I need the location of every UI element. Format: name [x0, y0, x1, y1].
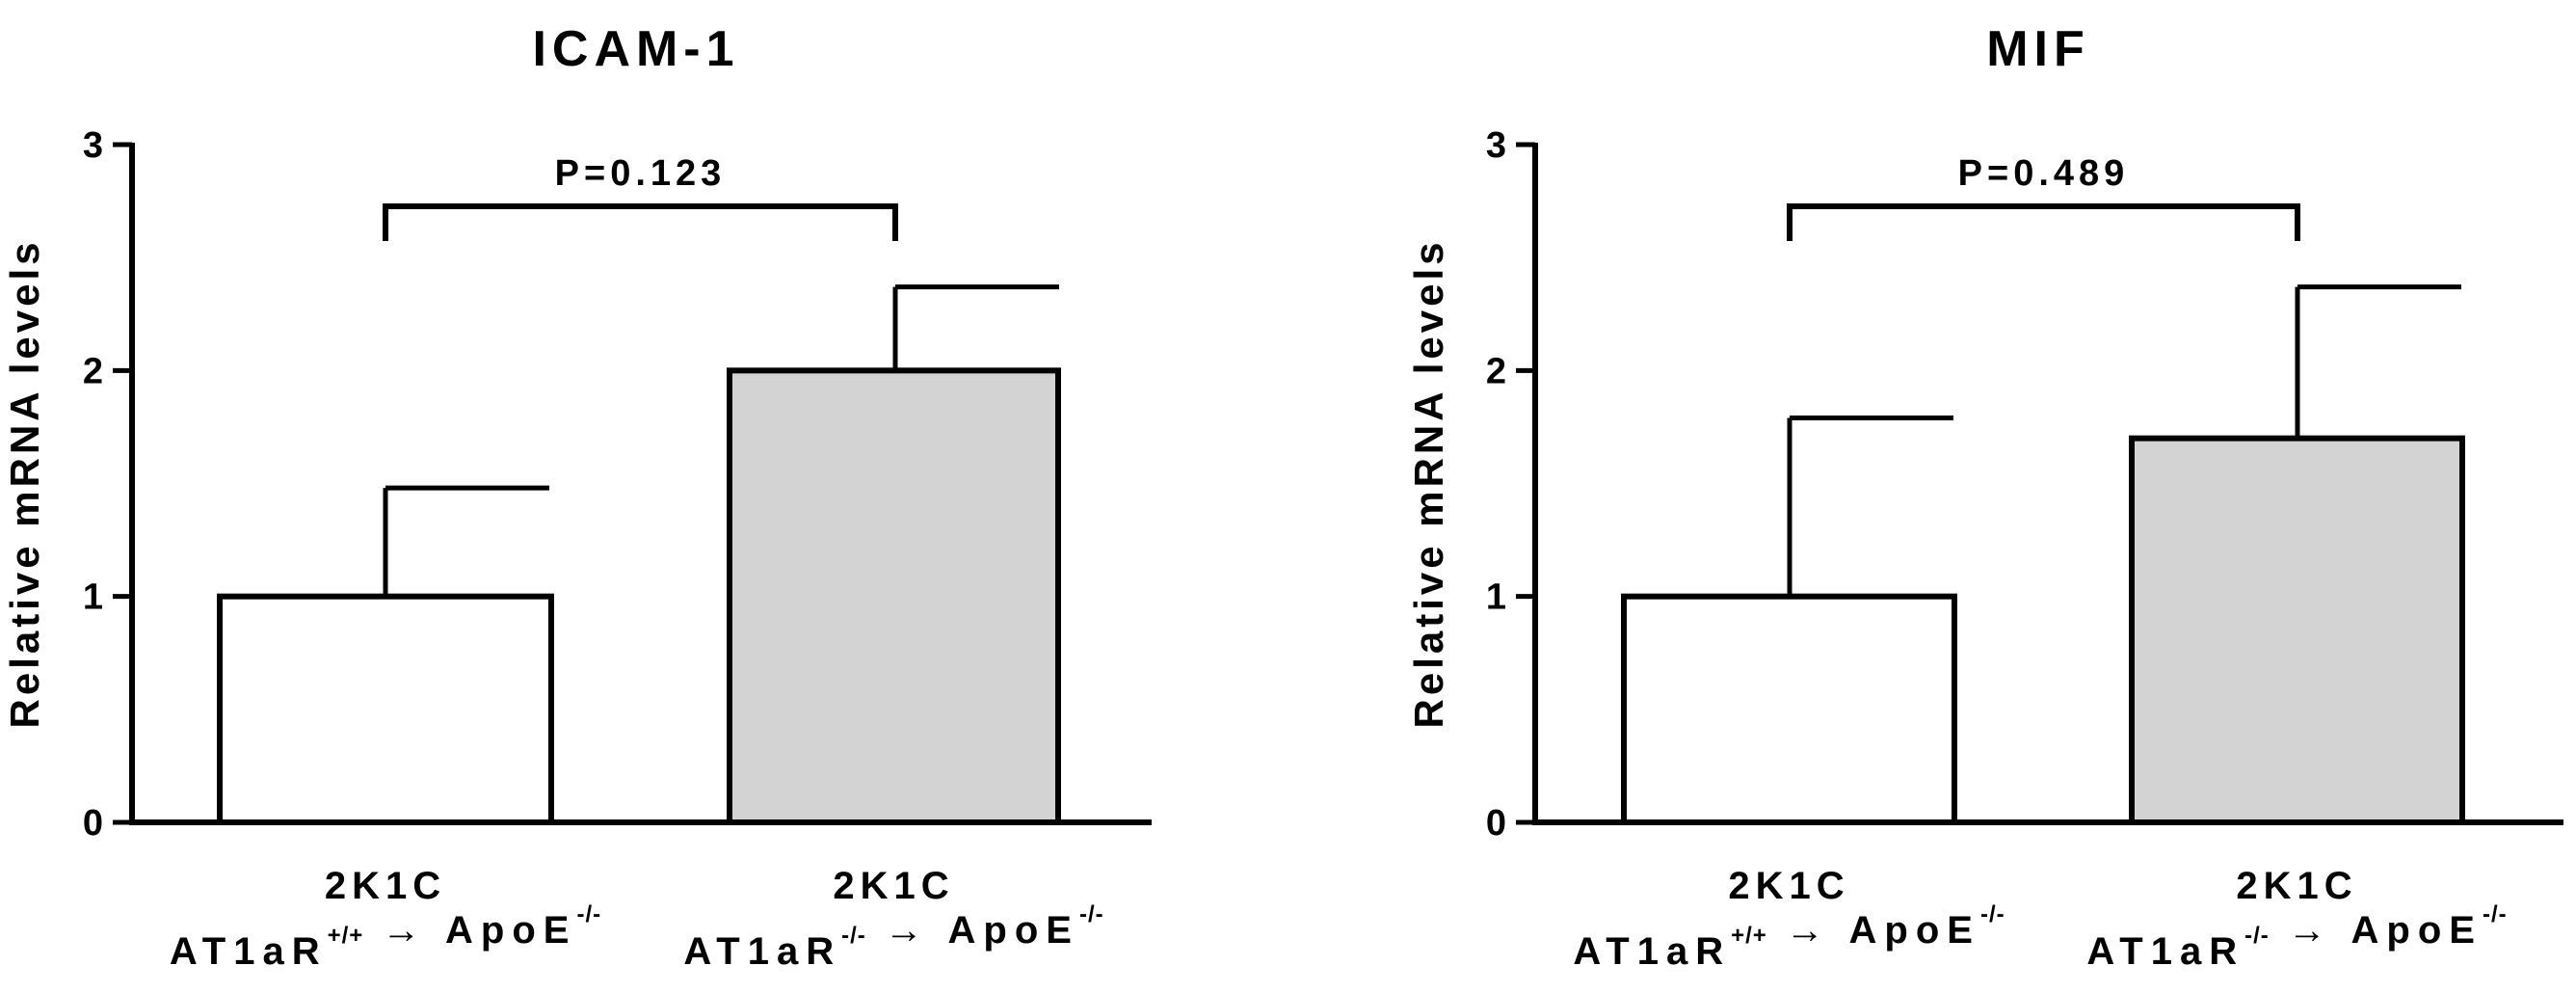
x-category-sublabel-part: ApoE — [445, 909, 576, 952]
y-tick-label: 1 — [83, 577, 103, 618]
x-category-sublabel-part: AT1aR — [1573, 930, 1731, 973]
x-category-sublabel-part: AT1aR — [683, 930, 841, 973]
y-axis-label: Relative mRNA levels — [1406, 239, 1451, 729]
y-tick-label: 0 — [1486, 803, 1506, 844]
x-category-sublabel-part: → — [363, 909, 445, 952]
y-tick-label: 3 — [1486, 125, 1506, 166]
x-category-label: 2K1C — [1728, 865, 1849, 907]
x-category-sublabel-part: ApoE — [1849, 909, 1980, 952]
x-category-superscript: +/+ — [1731, 923, 1767, 949]
x-category-label: 2K1C — [2236, 865, 2357, 907]
significance-bracket — [383, 203, 898, 241]
y-axis-label: Relative mRNA levels — [2, 239, 47, 729]
p-value-label: P=0.489 — [1958, 153, 2130, 194]
p-value-label: P=0.123 — [555, 153, 727, 194]
y-tick-label: 2 — [1486, 351, 1506, 391]
x-category-superscript: -/- — [2244, 923, 2270, 949]
x-category-sublabel: AT1aR-/- → ApoE-/- — [683, 901, 1103, 973]
y-tick-label: 0 — [83, 803, 103, 844]
x-category-superscript: -/- — [1980, 901, 2005, 927]
x-category-superscript: -/- — [2483, 901, 2508, 927]
chart-title: MIF — [1986, 21, 2090, 77]
bar — [727, 367, 1061, 825]
x-category-sublabel-part: → — [2270, 909, 2351, 952]
x-category-sublabel-part: ApoE — [948, 909, 1079, 952]
x-category-sublabel-part: AT1aR — [170, 930, 328, 973]
y-tick-label: 3 — [83, 125, 103, 166]
x-category-sublabel-part: AT1aR — [2086, 930, 2244, 973]
icam1-panel: ICAM-1 Relative mRNA levels 0 1 2 3 P=0.123 2K1… — [2, 21, 1152, 973]
x-category-superscript: +/+ — [328, 923, 364, 949]
chart-title: ICAM-1 — [532, 21, 739, 77]
bar — [1621, 593, 1957, 826]
x-category-label: 2K1C — [325, 865, 446, 907]
x-category-sublabel: AT1aR+/+ → ApoE-/- — [1573, 901, 2005, 973]
bar — [217, 593, 554, 826]
x-category-superscript: -/- — [576, 901, 601, 927]
y-tick-label: 2 — [83, 351, 103, 391]
y-tick-label: 1 — [1486, 577, 1506, 618]
x-category-sublabel: AT1aR+/+ → ApoE-/- — [170, 901, 601, 973]
x-category-sublabel-part: → — [1767, 909, 1849, 952]
x-category-sublabel-part: → — [866, 909, 948, 952]
x-category-sublabel-part: ApoE — [2351, 909, 2483, 952]
significance-bracket — [1787, 203, 2300, 241]
x-category-label: 2K1C — [833, 865, 954, 907]
bar — [2129, 435, 2465, 825]
x-category-sublabel: AT1aR-/- → ApoE-/- — [2086, 901, 2507, 973]
x-category-superscript: -/- — [841, 923, 866, 949]
x-category-superscript: -/- — [1079, 901, 1104, 927]
